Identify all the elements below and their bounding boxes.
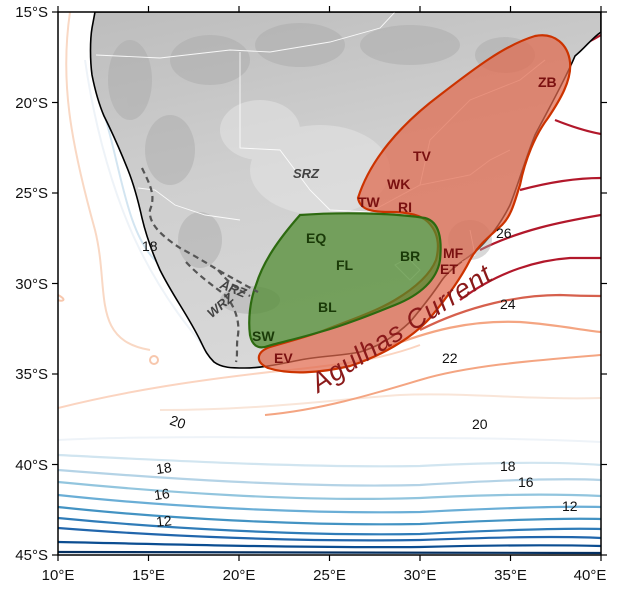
sst-contour-labels: 18 26 24 22 20 20 18 18 16 16 12 12 [142, 225, 578, 530]
region-label-br: BR [400, 248, 420, 264]
region-label-wk: WK [387, 176, 410, 192]
isotherm-11 [58, 540, 601, 549]
lon-label-20e: 20°E [223, 567, 256, 584]
wrz-boundary [185, 261, 240, 363]
isotherm-21 [264, 354, 601, 416]
longitude-axis: 10°E 15°E 20°E 25°E 30°E 35°E 40°E [42, 567, 607, 584]
region-label-fl: FL [336, 257, 354, 273]
isotherm-24 [419, 293, 601, 331]
region-label-tv: TV [413, 148, 432, 164]
lat-label-15s: 15°S [15, 4, 48, 21]
axis-ticks [52, 6, 607, 561]
sst-label-20-east: 20 [472, 416, 488, 432]
sst-label-20-west: 20 [168, 412, 188, 432]
sst-label-22: 22 [442, 350, 458, 366]
zone-label-srz: SRZ [293, 166, 320, 181]
sst-label-26: 26 [496, 225, 512, 241]
lat-label-45s: 45°S [15, 547, 48, 564]
isotherm-20-north [58, 344, 421, 409]
sst-label-16-east: 16 [518, 474, 534, 490]
sst-label-16-south: 16 [153, 485, 171, 503]
sst-label-18-east: 18 [500, 458, 516, 474]
region-label-bl: BL [318, 299, 337, 315]
isotherm-10 [58, 550, 601, 555]
region-label-zb: ZB [538, 74, 557, 90]
isotherm-22 [379, 320, 601, 352]
region-label-sw: SW [252, 328, 275, 344]
lon-label-10e: 10°E [42, 567, 75, 584]
isotherm-17 [58, 468, 601, 487]
isotherm-eddy [149, 355, 159, 365]
isotherm-13 [58, 516, 601, 536]
lat-label-35s: 35°S [15, 366, 48, 383]
region-label-ev: EV [274, 350, 293, 366]
region-label-eq: EQ [306, 230, 326, 246]
lon-label-25e: 25°E [313, 567, 346, 584]
lon-label-30e: 30°E [404, 567, 437, 584]
isotherm-west-20 [65, 12, 151, 351]
isotherm-18 [58, 453, 601, 468]
lat-label-30s: 30°S [15, 276, 48, 293]
green-region-polygon [248, 212, 442, 349]
lon-label-15e: 15°E [132, 567, 165, 584]
region-labels: EQ FL BR BL SW TV WK RI TW ZB MF ET EV [252, 74, 557, 366]
sst-label-18-west: 18 [142, 238, 158, 254]
sst-label-12-south: 12 [155, 512, 172, 530]
lat-label-20s: 20°S [15, 95, 48, 112]
sst-label-24: 24 [500, 296, 516, 312]
latitude-axis: 15°S 20°S 25°S 30°S 35°S 40°S 45°S [15, 4, 48, 564]
isotherm-28 [554, 118, 601, 136]
isotherm-15 [58, 493, 601, 514]
isotherm-26 [479, 213, 601, 251]
isotherm-west-19 [84, 59, 216, 361]
isotherm-12 [58, 526, 601, 542]
sst-label-18-south: 18 [155, 459, 173, 477]
arz-srz-boundary [141, 167, 259, 293]
sst-isotherms [58, 12, 601, 555]
isotherm-19 [58, 436, 601, 443]
isotherm-16 [58, 480, 601, 501]
region-label-tw: TW [358, 194, 381, 210]
region-label-mf: MF [443, 245, 464, 261]
isotherm-25 [459, 256, 601, 301]
sst-label-12-east: 12 [562, 498, 578, 514]
region-label-et: ET [440, 261, 458, 277]
lat-label-40s: 40°S [15, 457, 48, 474]
arz-wrz-boundary [217, 269, 251, 297]
isotherm-14 [58, 505, 601, 526]
lon-label-35e: 35°E [494, 567, 527, 584]
isotherm-20 [159, 393, 601, 411]
isotherm-west-edge [58, 294, 65, 302]
lat-label-25s: 25°S [15, 185, 48, 202]
region-label-ri: RI [398, 199, 412, 215]
isotherm-27 [519, 176, 601, 192]
lon-label-40e: 40°E [574, 567, 607, 584]
